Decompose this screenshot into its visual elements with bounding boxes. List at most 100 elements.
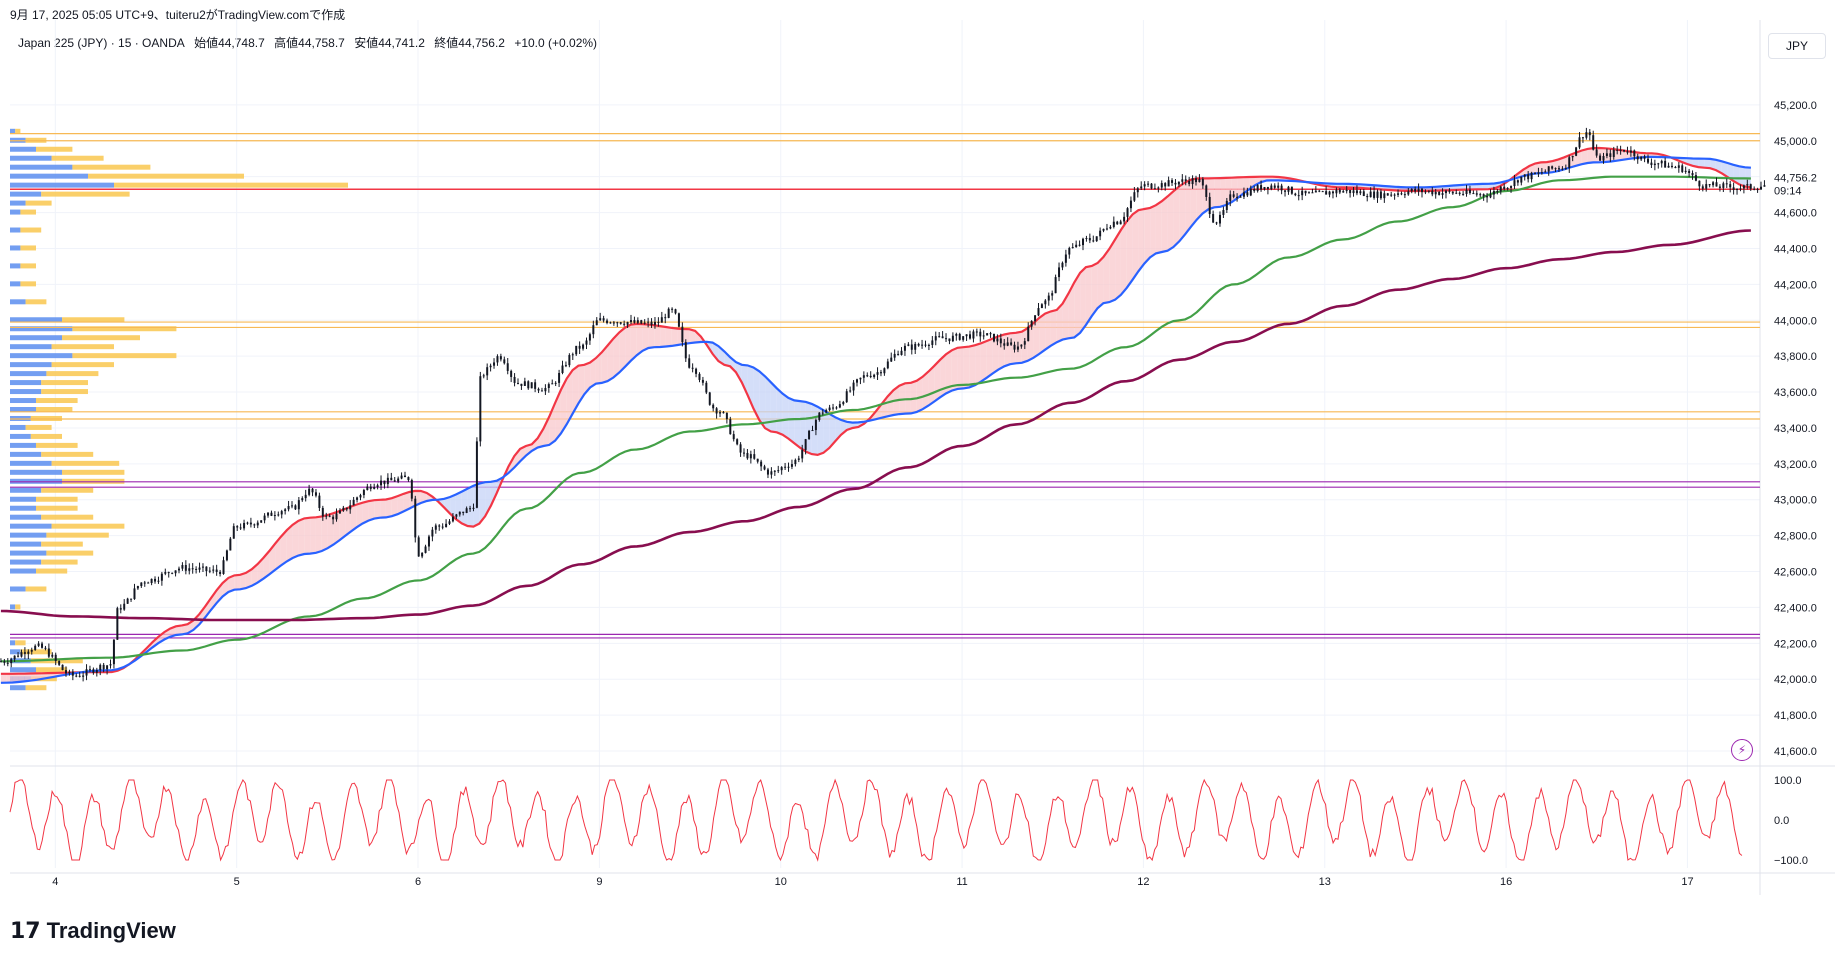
candle-body	[1571, 155, 1574, 158]
price-tick-label: 43,200.0	[1774, 459, 1817, 471]
candle-body	[527, 381, 530, 389]
candle-body	[99, 664, 102, 670]
candle-body	[102, 664, 105, 670]
cloud-segment	[455, 491, 462, 524]
osc-tick-label: 0.0	[1774, 815, 1789, 827]
cloud-segment	[986, 338, 993, 378]
candle-body	[294, 505, 297, 510]
candle-body	[219, 571, 222, 574]
candle-body	[657, 321, 660, 323]
vp-bar-up	[10, 586, 26, 592]
cloud-segment	[689, 329, 696, 344]
candle-body	[1301, 190, 1304, 196]
candle-body	[58, 661, 61, 665]
candle-body	[23, 652, 26, 654]
candle-body	[568, 355, 571, 366]
candle-body	[924, 344, 927, 346]
price-tick-label: 44,000.0	[1774, 315, 1817, 327]
candle-body	[801, 449, 804, 459]
candle-body	[458, 511, 461, 515]
vp-bar-up	[10, 496, 36, 502]
cloud-segment	[1727, 162, 1734, 182]
cloud-segment	[280, 530, 287, 566]
cloud-segment	[1056, 303, 1063, 343]
candle-body	[1376, 191, 1379, 198]
symbol-name[interactable]: Japan 225 (JPY) · 15 · OANDA	[18, 36, 185, 50]
candle-body	[1030, 320, 1033, 327]
candle-body	[1393, 194, 1396, 196]
candle-body	[1756, 189, 1759, 191]
candle-body	[630, 320, 633, 323]
cloud-segment	[590, 358, 596, 388]
currency-button[interactable]: JPY	[1768, 33, 1826, 59]
candle-body	[1581, 137, 1584, 139]
candle-body	[1458, 192, 1461, 194]
vp-bar-down	[41, 541, 83, 547]
candle-body	[1749, 184, 1752, 189]
candle-body	[1290, 186, 1293, 194]
candle-body	[304, 494, 307, 499]
price-tick-label: 44,400.0	[1774, 243, 1817, 255]
cloud-segment	[805, 401, 812, 455]
cloud-segment	[572, 365, 579, 414]
candle-body	[1677, 165, 1680, 168]
cloud-segment	[1237, 177, 1244, 198]
candle-body	[1523, 174, 1526, 177]
cloud-segment	[980, 341, 987, 382]
vp-bar-up	[10, 335, 62, 341]
candle-body	[287, 506, 290, 510]
cloud-segment	[607, 338, 614, 382]
candle-body	[1540, 172, 1543, 174]
candle-body	[246, 522, 249, 524]
candle-body	[1058, 267, 1061, 278]
lightning-icon[interactable]: ⚡	[1731, 739, 1753, 761]
candle-body	[1088, 238, 1091, 241]
candle-body	[1218, 214, 1221, 224]
candle-body	[1051, 293, 1054, 296]
cloud-segment	[1552, 159, 1559, 173]
vp-bar-up	[10, 200, 26, 206]
vp-bar-down	[15, 640, 26, 646]
candle-body	[1205, 185, 1208, 197]
cloud-segment	[963, 346, 970, 389]
candle-body	[671, 308, 674, 310]
candle-body	[561, 365, 564, 374]
candle-body	[1242, 192, 1245, 197]
candle-body	[1338, 189, 1341, 193]
candle-body	[123, 603, 126, 610]
brand: 𝟭𝟳 TradingView	[10, 918, 176, 944]
candle-body	[585, 340, 588, 345]
candle-body	[698, 373, 701, 380]
candle-body	[1342, 191, 1345, 193]
cloud-segment	[1161, 196, 1168, 253]
candle-body	[917, 343, 920, 346]
candle-body	[1763, 185, 1766, 187]
candle-body	[1640, 156, 1643, 160]
cloud-segment	[683, 329, 690, 345]
candle-body	[1739, 188, 1742, 190]
time-tick-label: 13	[1319, 876, 1331, 888]
candle-body	[325, 515, 328, 517]
candle-body	[1465, 189, 1468, 194]
candle-body	[636, 320, 639, 323]
candle-body	[400, 475, 403, 479]
candle-body	[1492, 191, 1495, 195]
candle-body	[1229, 194, 1232, 201]
candle-body	[1516, 180, 1519, 183]
vp-bar-down	[36, 505, 78, 511]
candle-body	[345, 507, 348, 510]
candle-body	[1044, 300, 1047, 305]
vp-bar-up	[10, 541, 42, 547]
candle-body	[951, 335, 954, 342]
cloud-segment	[992, 336, 999, 374]
candle-body	[1712, 182, 1715, 186]
candle-body	[1486, 196, 1489, 198]
cloud-segment	[1033, 317, 1040, 358]
candle-body	[1177, 181, 1180, 185]
candle-body	[160, 573, 163, 581]
candle-body	[386, 477, 389, 485]
candle-body	[356, 497, 359, 500]
candle-body	[1102, 228, 1105, 231]
cloud-segment	[1132, 210, 1139, 280]
